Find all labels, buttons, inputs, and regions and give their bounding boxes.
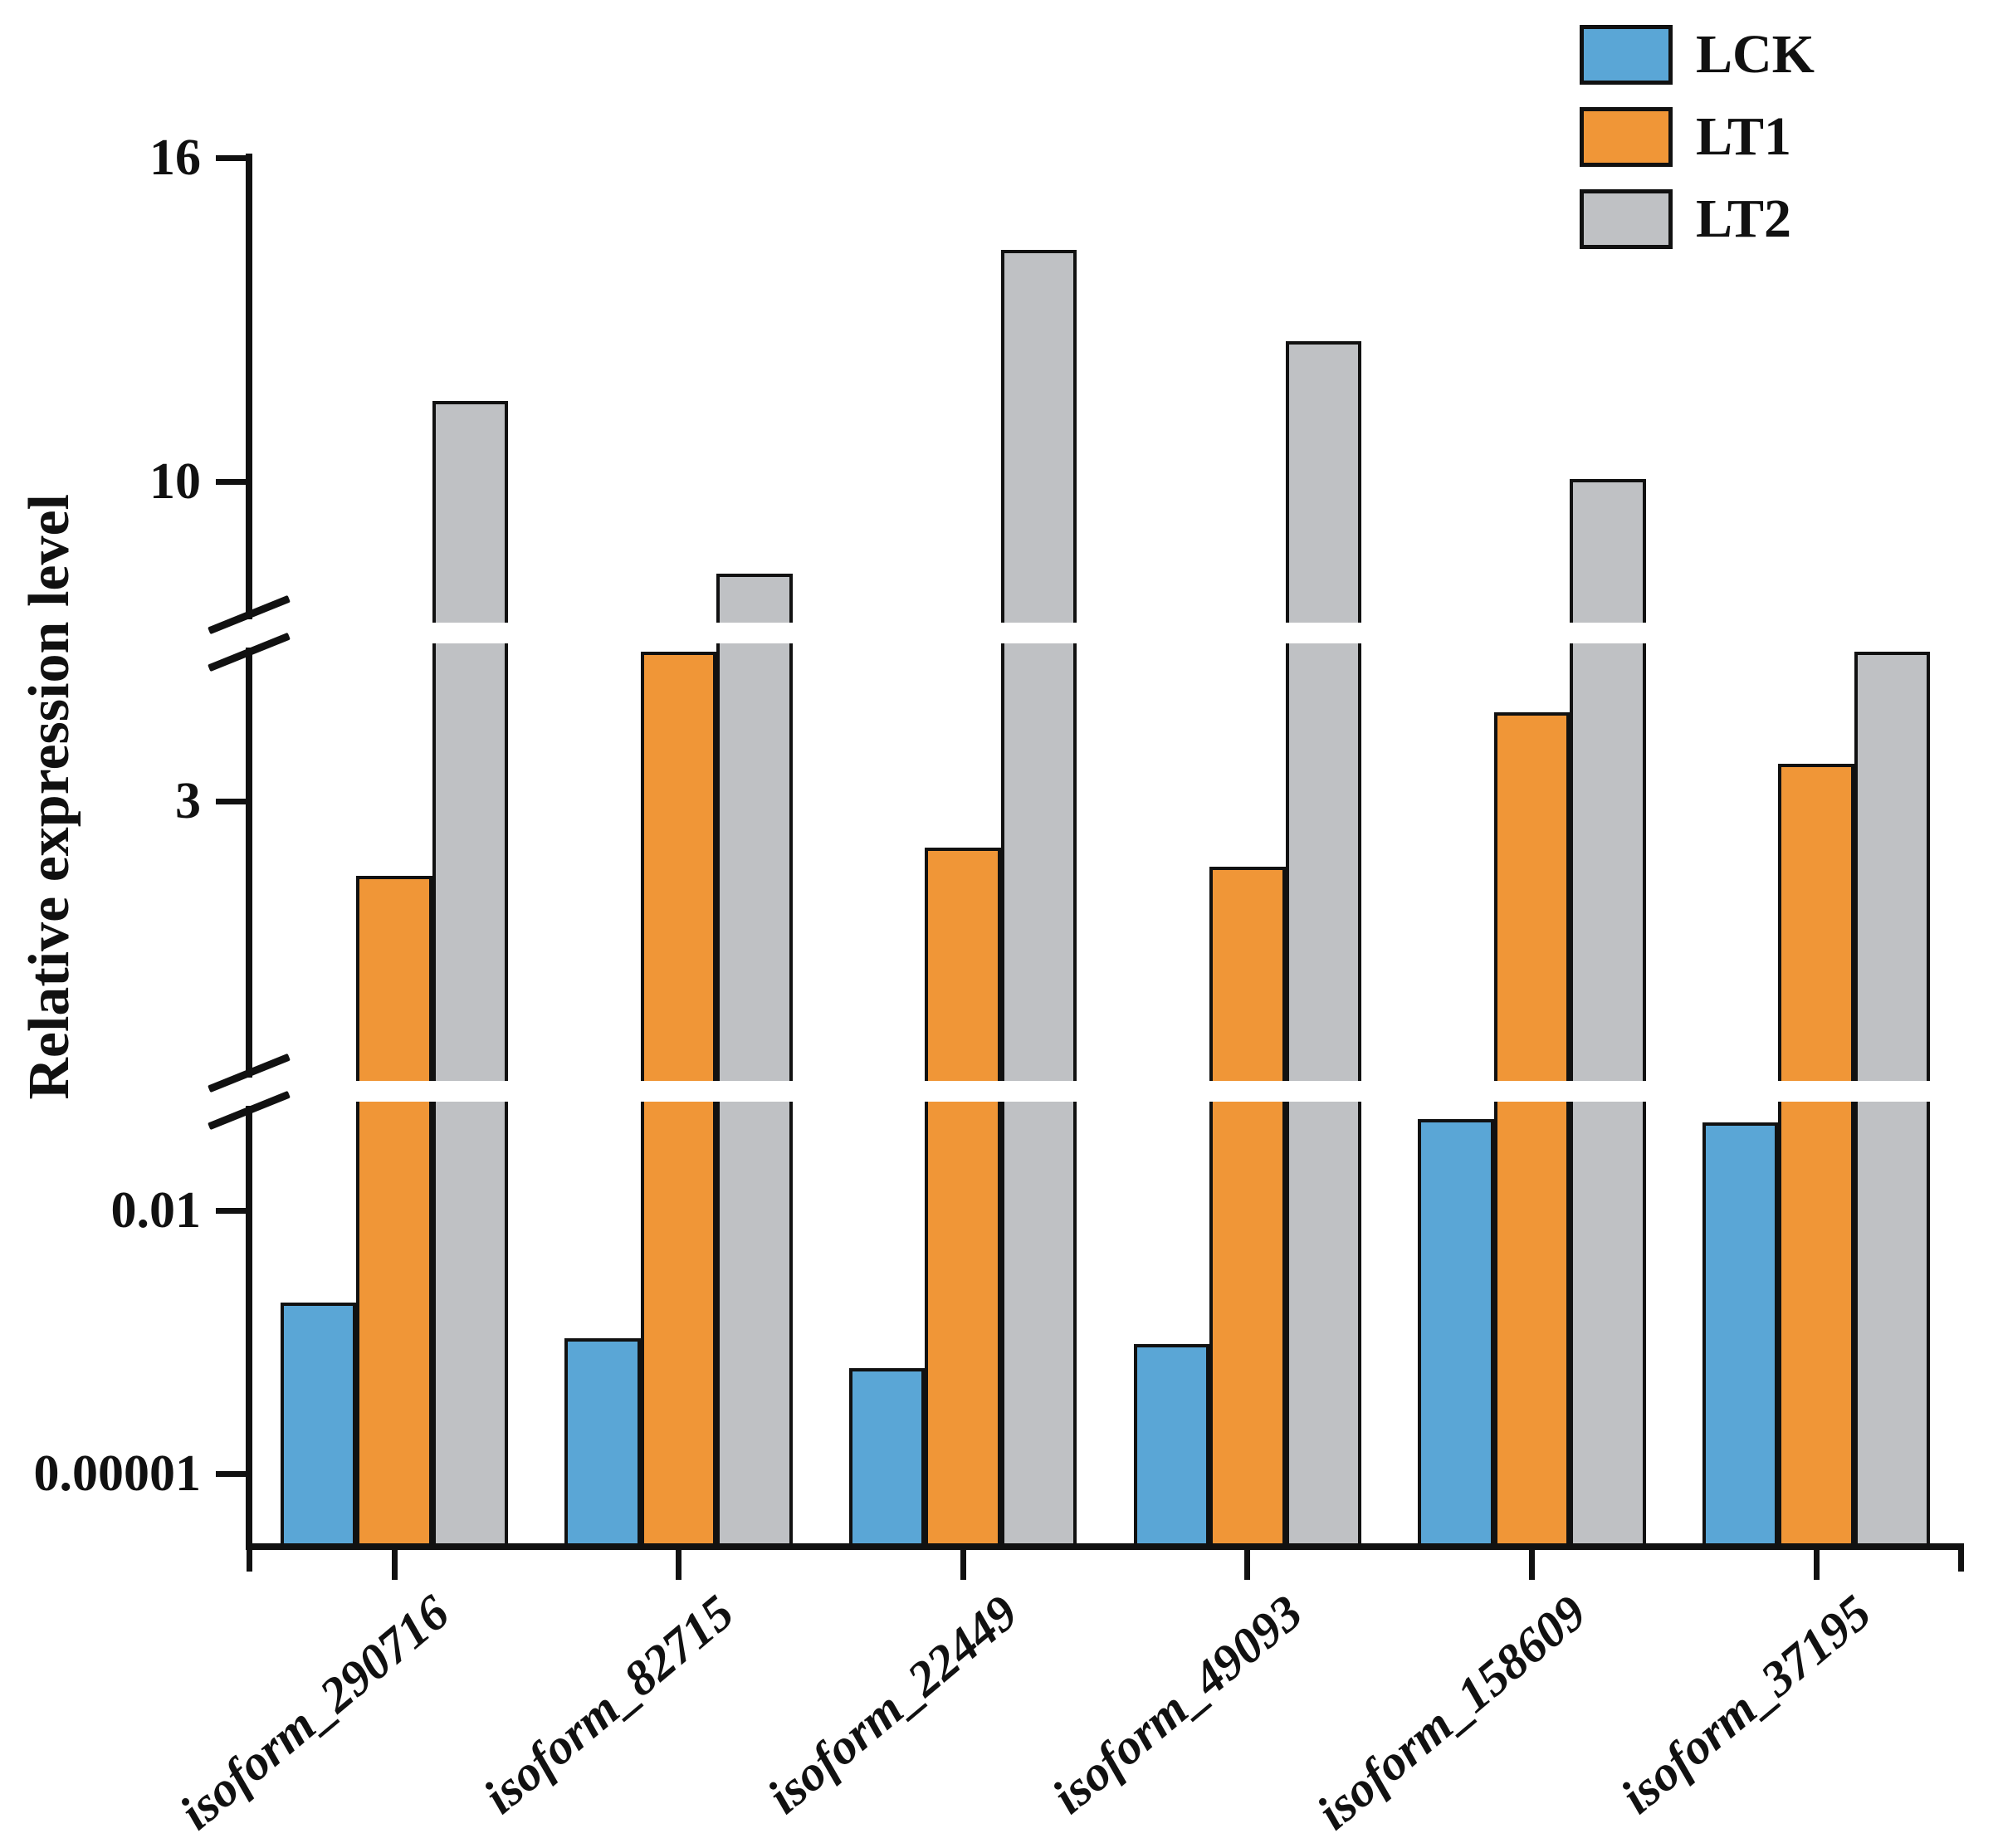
bar-LCK-isoform_82715	[564, 1337, 641, 1547]
y-tick-mark-10	[216, 479, 249, 485]
legend-item-LCK: LCK	[1580, 25, 1815, 85]
y-tick-label-3: 3	[175, 773, 201, 829]
bar-LT2-isoform_82715	[716, 573, 793, 1547]
y-axis-break-gap-2	[241, 1078, 261, 1106]
x-tick-mark-2	[676, 1548, 682, 1580]
y-axis-line	[246, 154, 252, 1550]
bar-LT2-isoform_49093	[1285, 341, 1362, 1547]
y-tick-label-0.01: 0.01	[110, 1182, 202, 1239]
x-axis-end-tick-1	[246, 1548, 252, 1572]
y-tick-mark-3	[216, 799, 249, 804]
bar-LT2-isoform_22449	[1000, 249, 1077, 1547]
bar-LT2-isoform_290716	[432, 400, 509, 1547]
x-category-label-isoform_158609: isoform_158609	[1307, 1584, 1597, 1841]
bar-LT1-isoform_37195	[1778, 764, 1854, 1547]
bar-LT1-isoform_290716	[356, 876, 432, 1547]
axis-break-band-2	[254, 1081, 1961, 1102]
y-tick-mark-0.01	[216, 1208, 249, 1214]
x-axis-end-tick-2	[1957, 1548, 1964, 1572]
axis-break-band-1	[254, 623, 1961, 643]
legend: LCK LT1 LT2	[1580, 25, 1815, 271]
legend-swatch-LCK	[1580, 25, 1673, 85]
legend-swatch-LT1	[1580, 107, 1673, 167]
y-tick-label-0.00001: 0.00001	[33, 1445, 202, 1503]
y-tick-label-16: 16	[149, 130, 201, 186]
legend-label-LCK: LCK	[1696, 24, 1815, 85]
bar-LT2-isoform_158609	[1570, 478, 1646, 1547]
bar-LT1-isoform_158609	[1493, 712, 1571, 1547]
x-tick-mark-4	[1244, 1548, 1251, 1580]
bar-LCK-isoform_37195	[1702, 1122, 1779, 1547]
legend-item-LT2: LT2	[1580, 189, 1815, 249]
x-tick-mark-1	[391, 1548, 398, 1580]
x-category-label-isoform_290716: isoform_290716	[169, 1584, 460, 1841]
y-axis-break-gap-1	[241, 619, 261, 648]
x-category-label-isoform_22449: isoform_22449	[757, 1584, 1028, 1825]
bar-LCK-isoform_290716	[280, 1302, 357, 1547]
bar-LT1-isoform_49093	[1209, 866, 1286, 1547]
y-tick-label-10: 10	[149, 453, 201, 510]
x-category-label-isoform_37195: isoform_37195	[1610, 1584, 1882, 1825]
x-tick-mark-5	[1528, 1548, 1535, 1580]
legend-label-LT2: LT2	[1696, 188, 1791, 249]
y-tick-mark-16	[216, 155, 249, 161]
legend-item-LT1: LT1	[1580, 107, 1815, 167]
legend-swatch-LT2	[1580, 189, 1673, 249]
bar-LCK-isoform_22449	[848, 1367, 926, 1547]
x-tick-mark-6	[1813, 1548, 1820, 1580]
y-tick-mark-0.00001	[216, 1471, 249, 1478]
bar-LCK-isoform_49093	[1133, 1343, 1210, 1547]
bar-LCK-isoform_158609	[1418, 1118, 1494, 1547]
bar-LT1-isoform_22449	[925, 848, 1001, 1547]
legend-label-LT1: LT1	[1696, 106, 1791, 167]
x-tick-mark-3	[960, 1548, 966, 1580]
x-category-label-isoform_49093: isoform_49093	[1041, 1584, 1312, 1825]
x-category-label-isoform_82715: isoform_82715	[472, 1584, 744, 1825]
x-axis-line	[246, 1543, 1964, 1550]
